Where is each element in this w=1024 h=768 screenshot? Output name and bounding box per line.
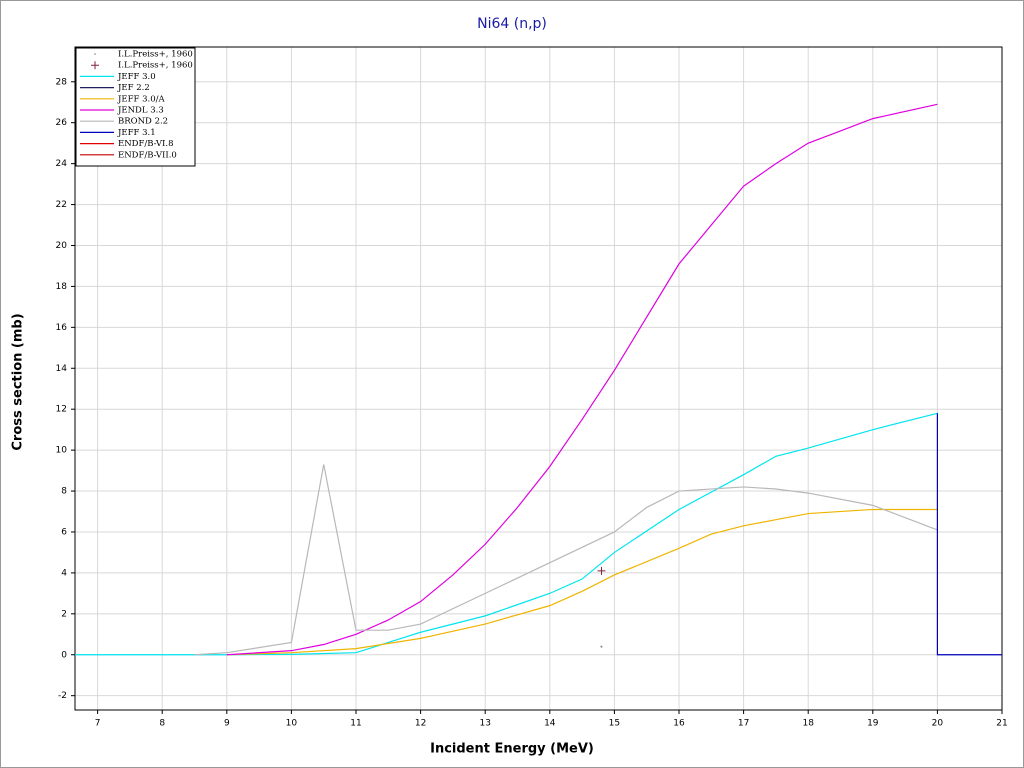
legend-label: JEFF 3.0 bbox=[117, 72, 156, 82]
y-tick-label: 14 bbox=[56, 364, 68, 374]
y-tick-label: -2 bbox=[58, 691, 67, 701]
legend-label: BROND 2.2 bbox=[118, 117, 168, 127]
x-tick-label: 14 bbox=[544, 719, 556, 729]
y-tick-label: 0 bbox=[61, 650, 67, 660]
x-tick-label: 20 bbox=[932, 719, 944, 729]
x-tick-label: 13 bbox=[479, 719, 490, 729]
y-tick-label: 26 bbox=[56, 118, 68, 128]
x-tick-label: 11 bbox=[350, 719, 361, 729]
data-point bbox=[597, 566, 606, 575]
y-tick-label: 18 bbox=[56, 282, 68, 292]
y-tick-label: 4 bbox=[61, 568, 67, 578]
x-tick-label: 10 bbox=[286, 719, 298, 729]
y-tick-label: 24 bbox=[56, 159, 68, 169]
y-tick-label: 20 bbox=[56, 241, 68, 251]
series-line bbox=[226, 508, 938, 656]
legend-label: JEF 2.2 bbox=[117, 83, 150, 93]
chart-title: Ni64 (n,p) bbox=[477, 16, 547, 32]
x-tick-label: 7 bbox=[95, 719, 101, 729]
legend-label: JEFF 3.0/A bbox=[117, 94, 165, 104]
x-tick-label: 12 bbox=[415, 719, 426, 729]
legend-label: JENDL 3.3 bbox=[117, 106, 164, 116]
series-line bbox=[75, 412, 938, 656]
legend-symbol bbox=[94, 53, 96, 55]
plot-border bbox=[74, 46, 1003, 711]
x-tick-label: 17 bbox=[738, 719, 749, 729]
y-tick-label: 2 bbox=[61, 609, 67, 619]
legend-label: ENDF/B-VII.0 bbox=[118, 150, 177, 160]
legend-label: I.L.Preiss+, 1960 bbox=[118, 50, 193, 60]
legend-box bbox=[75, 47, 196, 167]
x-tick-label: 19 bbox=[867, 719, 879, 729]
x-tick-label: 21 bbox=[996, 719, 1007, 729]
x-tick-label: 8 bbox=[159, 719, 165, 729]
y-tick-label: 8 bbox=[61, 487, 67, 497]
series-line bbox=[936, 413, 1002, 656]
x-tick-label: 18 bbox=[802, 719, 814, 729]
y-tick-label: 12 bbox=[56, 405, 67, 415]
y-tick-label: 6 bbox=[61, 527, 67, 537]
y-axis-label: Cross section (mb) bbox=[11, 313, 26, 450]
y-tick-label: 10 bbox=[56, 446, 68, 456]
y-tick-label: 28 bbox=[56, 77, 68, 87]
legend-label: JEFF 3.1 bbox=[117, 128, 156, 138]
x-tick-label: 9 bbox=[224, 719, 230, 729]
data-point bbox=[600, 645, 603, 648]
series-line bbox=[226, 103, 938, 656]
legend-label: ENDF/B-VI.8 bbox=[118, 139, 173, 149]
legend-symbol bbox=[91, 61, 99, 70]
x-tick-label: 15 bbox=[609, 719, 620, 729]
y-tick-label: 16 bbox=[56, 323, 68, 333]
legend-label: I.L.Preiss+, 1960 bbox=[118, 61, 193, 71]
x-axis-label: Incident Energy (MeV) bbox=[430, 742, 594, 757]
series-line bbox=[194, 464, 938, 656]
plot-area bbox=[75, 47, 1002, 710]
x-tick-label: 16 bbox=[673, 719, 685, 729]
y-tick-label: 22 bbox=[56, 200, 67, 210]
